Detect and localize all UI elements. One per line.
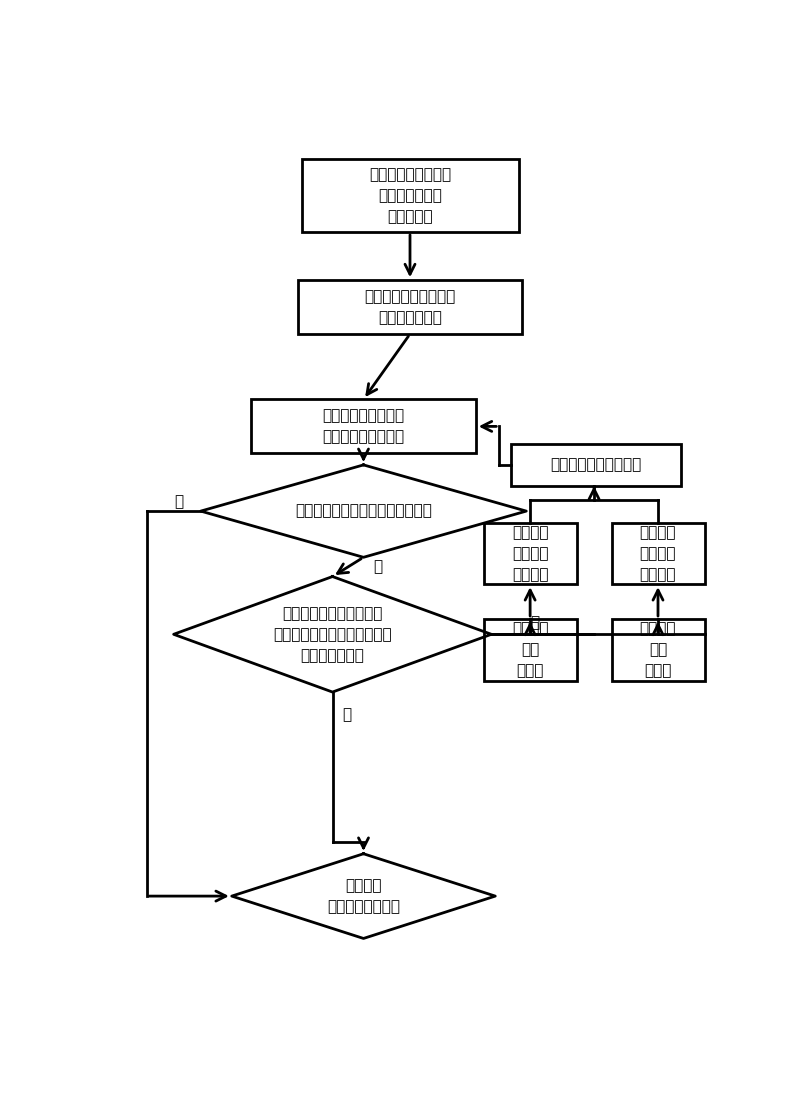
Text: 采集热泵机组进出口处
水温及流量数据: 采集热泵机组进出口处 水温及流量数据 <box>364 289 456 326</box>
Text: 减小可控
硅控制器
输出电流: 减小可控 硅控制器 输出电流 <box>640 525 676 582</box>
Text: 否: 否 <box>174 494 184 510</box>
Bar <box>298 280 522 334</box>
Bar <box>302 158 518 232</box>
Text: 根据水的温差和流量
计算出热泵制冷功率: 根据水的温差和流量 计算出热泵制冷功率 <box>322 408 405 445</box>
Bar <box>484 523 577 584</box>
Bar <box>611 523 705 584</box>
Text: 减小可控
硅控制器
输出电流: 减小可控 硅控制器 输出电流 <box>512 525 548 582</box>
Text: 制冷功率
小于
换热量: 制冷功率 小于 换热量 <box>512 621 548 678</box>
Text: 继续测试
等待下一扫描时间: 继续测试 等待下一扫描时间 <box>327 879 400 914</box>
Text: 是: 是 <box>342 708 351 723</box>
Text: 是: 是 <box>373 560 382 574</box>
Text: 制冷功率
大于
换热量: 制冷功率 大于 换热量 <box>640 621 676 678</box>
Text: 计算出的热泵制冷功率与
估算的土壤换热器换热量之差
在允许范围内？: 计算出的热泵制冷功率与 估算的土壤换热器换热量之差 在允许范围内？ <box>273 605 392 662</box>
Bar <box>484 619 577 680</box>
Bar <box>510 444 682 486</box>
Text: 否: 否 <box>530 615 539 630</box>
Text: 调节加热器的加热功率: 调节加热器的加热功率 <box>550 457 642 473</box>
Bar <box>611 619 705 680</box>
Text: 根据土壤换热器估算
单位井深换热量
及总换热量: 根据土壤换热器估算 单位井深换热量 及总换热量 <box>369 167 451 224</box>
Text: 检查调控时间差是否在时间步长内: 检查调控时间差是否在时间步长内 <box>295 504 432 518</box>
Bar <box>251 399 476 454</box>
